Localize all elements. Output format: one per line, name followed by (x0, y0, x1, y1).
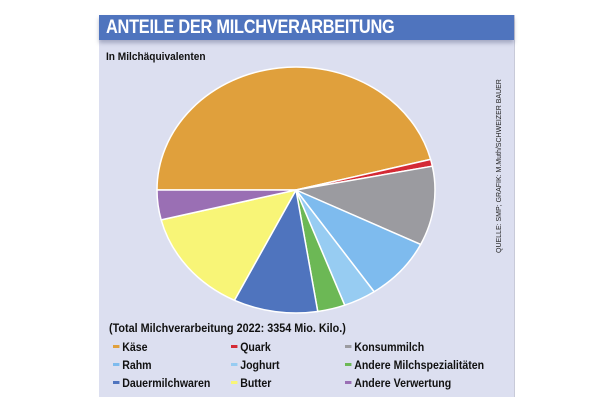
legend-label: Käse (122, 342, 148, 354)
legend-swatch (231, 381, 238, 385)
pie-slice-käse (156, 66, 432, 191)
legend-item: Käse (113, 342, 148, 354)
legend-swatch (113, 345, 120, 349)
legend-swatch (345, 381, 352, 385)
legend-label: Andere Milchspezialitäten (354, 360, 485, 372)
chart-panel: ANTEILE DER MILCHVERARBEITUNG In Milchäq… (99, 15, 515, 397)
pie-slice-dauermilchwaren (233, 189, 319, 314)
legend-item: Andere Verwertung (345, 378, 451, 390)
legend-label: Joghurt (240, 360, 280, 372)
pie-chart (156, 66, 436, 314)
legend-swatch (231, 345, 238, 349)
legend-label: Butter (240, 378, 272, 390)
pie-slice-butter (160, 189, 297, 302)
legend-label: Rahm (122, 360, 152, 372)
legend-swatch (345, 345, 352, 349)
legend-label: Andere Verwertung (354, 378, 452, 390)
chart-subtitle: In Milchäquivalenten (106, 51, 206, 63)
legend-swatch (113, 363, 120, 367)
legend-item: Andere Milchspezialitäten (345, 360, 484, 372)
legend-item: Joghurt (231, 360, 280, 372)
legend-item: Dauermilchwaren (113, 378, 210, 390)
legend-item: Konsummilch (345, 342, 424, 354)
title-bar: ANTEILE DER MILCHVERARBEITUNG (99, 15, 514, 40)
chart-title: ANTEILE DER MILCHVERARBEITUNG (106, 17, 395, 38)
legend-swatch (345, 363, 352, 367)
legend-swatch (231, 363, 238, 367)
total-note: (Total Milchverarbeitung 2022: 3354 Mio.… (109, 321, 346, 335)
legend-label: Quark (240, 342, 271, 354)
legend-swatch (113, 381, 120, 385)
legend-label: Dauermilchwaren (122, 378, 211, 390)
legend-label: Konsummilch (354, 342, 425, 354)
legend-item: Quark (231, 342, 271, 354)
legend-item: Rahm (113, 360, 152, 372)
pie-slice-andere-verwertung (156, 189, 297, 221)
source-note: QUELLE: SMP; GRAFIK: M.Muth/SCHWEIZER BA… (496, 79, 503, 253)
pie-slice-konsummilch (295, 165, 436, 246)
legend-item: Butter (231, 378, 271, 390)
